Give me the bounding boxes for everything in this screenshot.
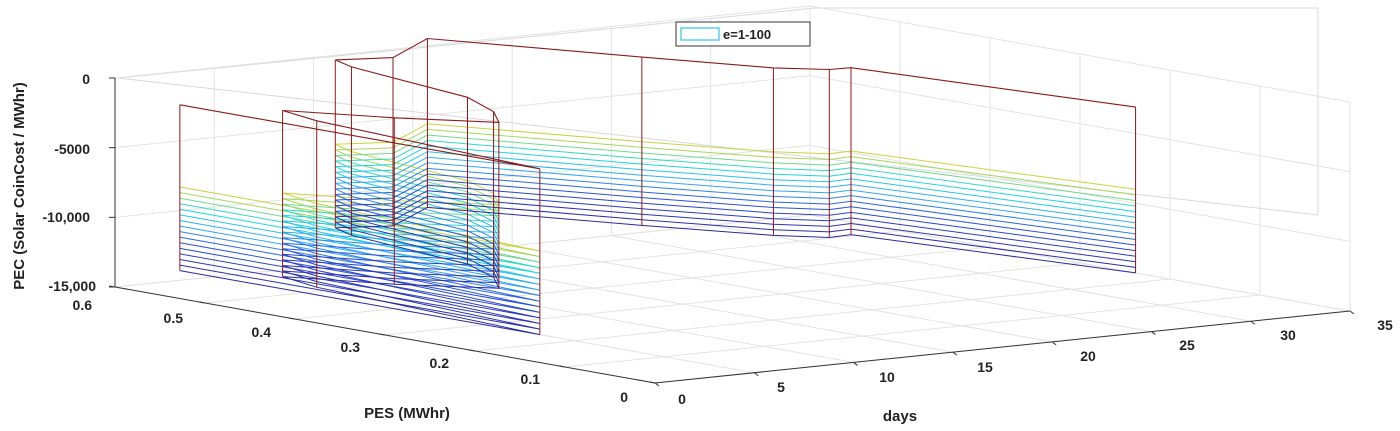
level-curve-9 (179, 167, 1136, 297)
grid-line-pes-0.5 (204, 230, 901, 304)
x-tick-20: 20 (1080, 348, 1096, 364)
y-tick-0: 0 (620, 389, 628, 405)
y-tick-0.6: 0.6 (73, 297, 93, 313)
x-tick-mark-30 (1250, 320, 1256, 325)
z-axis-label: PEC (Solar CoinCost / MWhr) (11, 82, 28, 290)
y-tick-mark-4 (288, 317, 296, 320)
grid-line-pes-0.2 (474, 278, 1171, 352)
z-tick-0: 0 (82, 71, 90, 87)
envelope-top-curve (179, 37, 1136, 170)
legend-box (675, 21, 811, 47)
x-tick-labels: 0 5 10 15 20 25 30 35 (678, 317, 1393, 407)
level-curve-14 (179, 195, 1136, 324)
axes-frame (108, 77, 1355, 387)
legend-swatch (680, 27, 720, 41)
y-tick-0.3: 0.3 (341, 339, 361, 355)
grid-line-side-pec--5000 (809, 75, 1351, 173)
z-tick-10000: -10,000 (43, 209, 91, 225)
x-tick-mark-35 (1349, 310, 1355, 315)
x-tick-mark-5 (753, 372, 759, 377)
grid-line-side-pec--15000 (809, 214, 1351, 312)
grid-line-pec--10000 (114, 144, 811, 218)
level-curve-10 (179, 173, 1136, 302)
x-tick-mark-25 (1151, 331, 1156, 335)
x-tick-mark-10 (853, 362, 858, 366)
legend: e=1-100 (675, 21, 811, 47)
x-axis-line (654, 310, 1351, 384)
y-tick-0.4: 0.4 (252, 324, 272, 340)
x-tick-5: 5 (777, 379, 785, 395)
level-curve-16 (179, 206, 1136, 336)
y-tick-mark-0 (648, 381, 656, 384)
y-tick-labels: 0.6 0.5 0.4 0.3 0.2 0.1 0 (73, 297, 629, 405)
y-tick-mark-1 (558, 365, 566, 368)
x-tick-35: 35 (1377, 317, 1393, 333)
level-curve-11 (179, 179, 1136, 308)
level-curve-12 (179, 184, 1136, 313)
x-tick-15: 15 (977, 359, 993, 375)
x-tick-0: 0 (678, 391, 686, 407)
x-tick-10: 10 (879, 369, 895, 385)
z-tick-5000: -5000 (54, 141, 90, 157)
grid-line-side-pec-0 (809, 5, 1351, 103)
x-tick-30: 30 (1280, 327, 1296, 343)
x-tick-25: 25 (1179, 337, 1195, 353)
y-tick-mark-2 (468, 349, 476, 352)
x-tick-mark-0 (654, 382, 660, 387)
envelope-curves (179, 37, 1137, 335)
x-tick-mark-20 (1051, 341, 1057, 346)
back-wall (117, 7, 1319, 216)
x-tick-mark-15 (952, 351, 958, 356)
z-tick-labels: 0 -5000 -10,000 -15,000 (43, 71, 97, 294)
x-axis-label: days (883, 408, 917, 425)
axes-panels (117, 7, 1319, 216)
grid-line-pes-0.1 (564, 294, 1261, 368)
y-tick-0.5: 0.5 (164, 310, 184, 326)
y-tick-0.1: 0.1 (521, 371, 541, 387)
z-tick-15000: -15,000 (49, 278, 97, 294)
legend-label: e=1-100 (723, 27, 771, 42)
y-axis-label: PES (MWhr) (364, 405, 450, 422)
level-curve-13 (179, 190, 1136, 319)
grid-line-pes-0.3 (384, 262, 1081, 336)
y-tick-mark-3 (378, 333, 386, 336)
grid-line-pec--5000 (114, 75, 811, 149)
y-tick-0.2: 0.2 (430, 355, 450, 371)
y-tick-mark-5 (198, 301, 206, 304)
